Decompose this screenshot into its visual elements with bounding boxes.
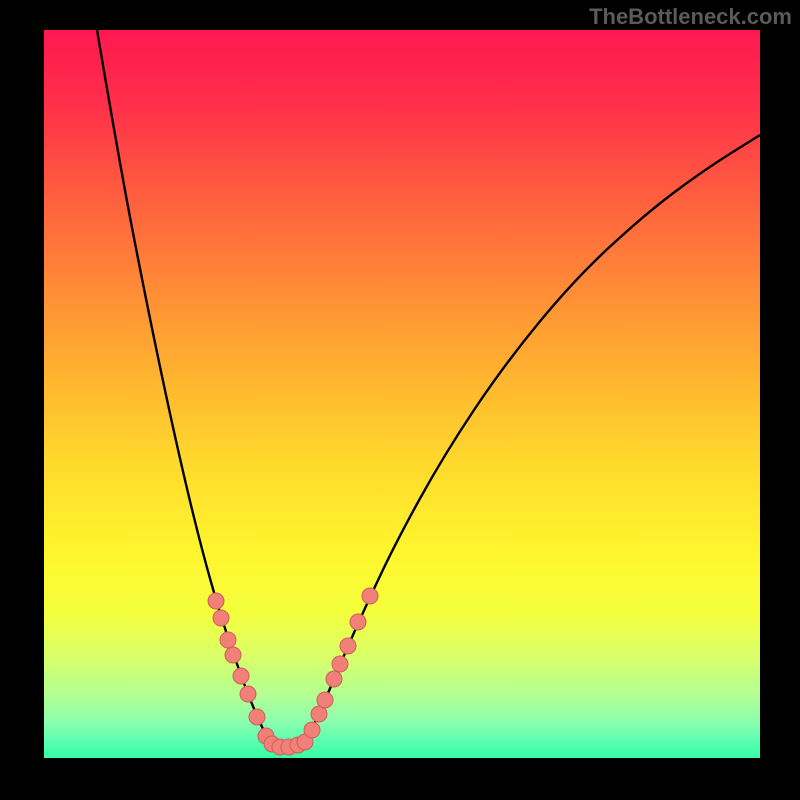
data-point — [220, 632, 236, 648]
data-point — [340, 638, 356, 654]
watermark-text: TheBottleneck.com — [589, 4, 792, 30]
data-point — [240, 686, 256, 702]
data-point — [225, 647, 241, 663]
left-curve — [97, 30, 269, 742]
data-point — [326, 671, 342, 687]
data-point — [208, 593, 224, 609]
data-point — [249, 709, 265, 725]
data-point — [362, 588, 378, 604]
data-points-group — [208, 588, 378, 755]
curves-layer — [44, 30, 760, 758]
data-point — [233, 668, 249, 684]
data-point — [350, 614, 366, 630]
right-curve — [305, 135, 760, 742]
data-point — [332, 656, 348, 672]
data-point — [304, 722, 320, 738]
data-point — [317, 692, 333, 708]
data-point — [213, 610, 229, 626]
plot-area — [44, 30, 760, 758]
